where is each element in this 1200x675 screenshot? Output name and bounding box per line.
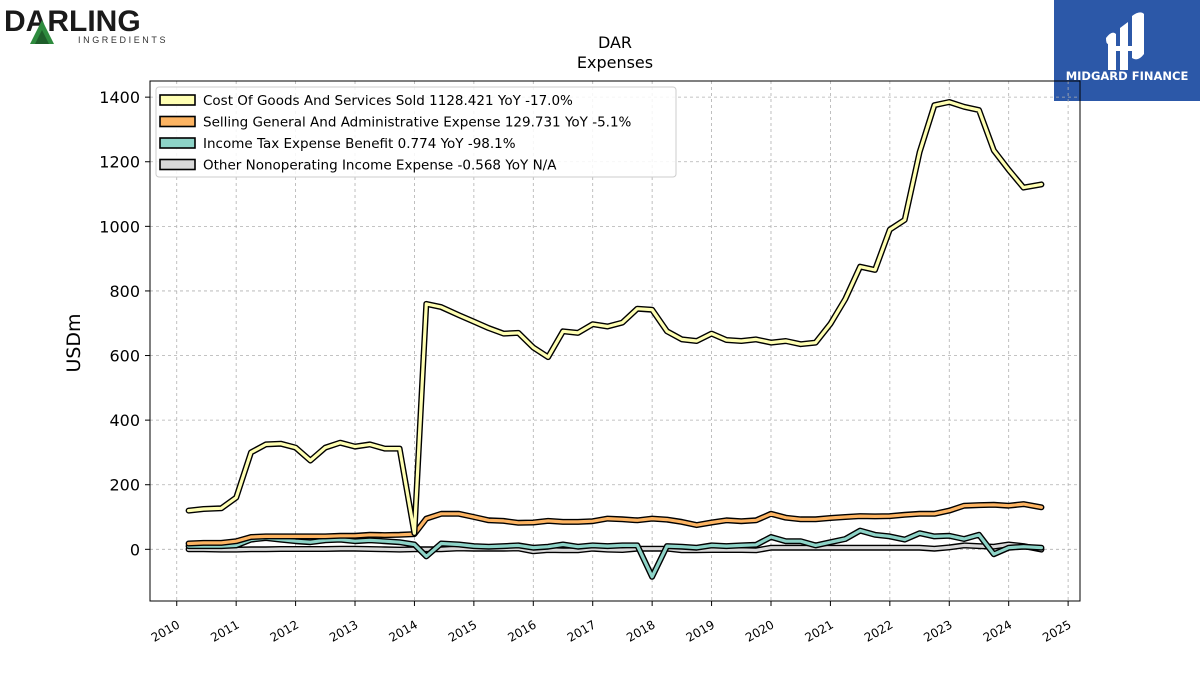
legend: Cost Of Goods And Services Sold 1128.421… <box>155 86 677 178</box>
x-tick-label: 2013 <box>327 617 360 644</box>
y-tick-label: 600 <box>109 347 140 366</box>
x-tick-label: 2025 <box>1040 617 1073 644</box>
plot-frame <box>149 80 1081 602</box>
chart-subtitle: Expenses <box>577 53 653 72</box>
y-axis: 0 200 400 600 800 1000 1200 1400 <box>99 88 150 559</box>
x-tick-label: 2015 <box>446 617 479 644</box>
x-tick-label: 2017 <box>565 617 598 644</box>
legend-label: Selling General And Administrative Expen… <box>203 115 632 131</box>
y-tick-label: 400 <box>109 411 140 430</box>
x-tick-label: 2019 <box>684 617 717 644</box>
x-tick-label: 2020 <box>743 617 776 644</box>
y-axis-label: USDm <box>63 313 85 372</box>
logo-wordmark: MIDGARD FINANCE <box>1066 69 1189 83</box>
logo-wordmark: DARLING <box>4 5 141 38</box>
y-tick-label: 0 <box>130 540 140 559</box>
x-tick-label: 2022 <box>862 617 895 644</box>
x-tick-label: 2021 <box>802 617 835 644</box>
x-tick-label: 2010 <box>149 617 182 644</box>
x-tick-label: 2014 <box>386 617 419 644</box>
chart-title: DAR <box>598 33 632 52</box>
logo-subtitle: INGREDIENTS <box>78 35 168 45</box>
series-line-selling-general-and-administrative-expense <box>187 502 1044 546</box>
y-tick-label: 1400 <box>99 88 140 107</box>
x-tick-label: 2016 <box>505 617 538 644</box>
x-tick-label: 2018 <box>624 617 657 644</box>
legend-swatch <box>159 94 196 106</box>
x-tick-label: 2012 <box>268 617 301 644</box>
y-tick-label: 1200 <box>99 153 140 172</box>
y-tick-label: 200 <box>109 476 140 495</box>
darling-ingredients-logo: DARLING INGREDIENTS <box>4 5 168 45</box>
legend-label: Cost Of Goods And Services Sold 1128.421… <box>203 93 573 109</box>
x-axis: 2010 2011 2012 2013 2014 2015 2016 2017 2018 2019… <box>149 601 1074 645</box>
legend-swatch <box>159 137 196 149</box>
logo-triangle-inner-icon <box>35 30 49 44</box>
x-tick-label: 2011 <box>208 617 241 644</box>
series-line-cost-of-goods-and-services-sold <box>187 100 1044 535</box>
y-tick-label: 1000 <box>99 217 140 236</box>
legend-swatch <box>159 158 196 171</box>
midgard-finance-logo: MIDGARD FINANCE <box>1054 0 1200 101</box>
series-line-other-nonoperating-income-expense <box>187 542 1044 553</box>
y-tick-label: 800 <box>109 282 140 301</box>
legend-swatch <box>159 115 196 128</box>
midgard-mark-icon <box>1106 12 1144 70</box>
series-line-income-tax-expense-benefit <box>187 528 1044 579</box>
x-tick-label: 2023 <box>921 617 954 644</box>
legend-box <box>155 86 677 178</box>
x-tick-label: 2024 <box>981 617 1014 644</box>
legend-label: Income Tax Expense Benefit 0.774 YoY -98… <box>203 136 516 152</box>
series-lines <box>185 99 1045 580</box>
legend-label: Other Nonoperating Income Expense -0.568… <box>203 158 557 174</box>
